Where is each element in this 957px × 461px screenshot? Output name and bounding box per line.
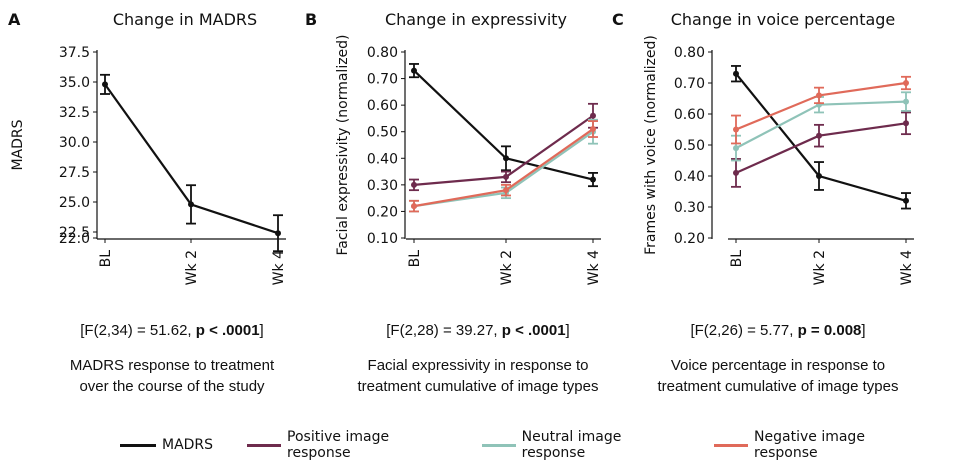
x-tick-label: Wk 4 <box>271 250 287 285</box>
y-tick-label: 0.60 <box>674 107 705 123</box>
data-point-positive-image-response <box>503 173 509 180</box>
data-point-madrs <box>590 176 596 183</box>
x-tick-label: BL <box>407 250 423 268</box>
y-tick-label: 0.50 <box>674 138 705 154</box>
data-point-positive-image-response <box>903 120 909 127</box>
panel-c-label: C <box>612 10 624 29</box>
panel-c-y-axis-label: Frames with voice (normalized) <box>643 35 659 255</box>
series-line-negative-image-response <box>413 128 594 208</box>
x-tick-label: Wk 2 <box>184 250 200 285</box>
data-point-madrs <box>102 81 108 88</box>
data-point-madrs <box>733 70 739 77</box>
legend-label: Neutral image response <box>521 429 622 461</box>
y-tick-label: 22.0 <box>59 231 90 247</box>
panel-a-title: Change in MADRS <box>113 10 257 29</box>
legend-item-madrs: MADRS <box>120 437 213 453</box>
panel-b-caption: Facial expressivity in response to treat… <box>357 357 599 395</box>
panel-b-stats: [F(2,28) = 39.27, p < .0001] <box>386 322 570 339</box>
y-tick-label: 22.5 <box>59 225 90 241</box>
data-point-negative-image-response <box>503 187 509 194</box>
x-tick-label: Wk 2 <box>499 250 515 285</box>
data-point-positive-image-response <box>411 181 417 188</box>
panel-c-title: Change in voice percentage <box>671 10 896 29</box>
data-point-negative-image-response <box>411 203 417 210</box>
panel-a-y-axis-label: MADRS <box>10 119 26 170</box>
data-point-positive-image-response <box>590 112 596 119</box>
panel-a-label: A <box>8 10 21 29</box>
panel-b-title: Change in expressivity <box>385 10 567 29</box>
legend-label: Positive image response <box>287 429 390 461</box>
data-point-negative-image-response <box>816 92 822 99</box>
y-tick-label: 35.0 <box>59 75 90 91</box>
y-tick-label: 0.30 <box>367 178 398 194</box>
data-point-madrs <box>816 173 822 179</box>
y-tick-label: 0.80 <box>367 45 398 61</box>
panel-a-caption: MADRS response to treatment over the cou… <box>69 357 275 395</box>
legend-item-negative: Negative image response <box>714 429 923 461</box>
legend-swatch-negative <box>714 443 749 447</box>
y-tick-label: 0.70 <box>674 76 705 92</box>
x-tick-label: Wk 4 <box>586 250 602 285</box>
y-tick-label: 0.60 <box>367 98 398 114</box>
legend-label: Negative image response <box>754 429 865 461</box>
panel-b-y-axis-label: Facial expressivity (normalized) <box>335 34 351 255</box>
x-tick-label: BL <box>98 250 114 268</box>
x-tick-label: Wk 4 <box>899 250 915 285</box>
panel-c-caption: Voice percentage in response to treatmen… <box>657 357 899 395</box>
data-point-madrs <box>503 155 509 162</box>
panel-c-stats: [F(2,26) = 5.77, p = 0.008] <box>690 322 866 339</box>
legend-label: MADRS <box>162 437 214 453</box>
legend-swatch-neutral <box>481 443 516 447</box>
y-tick-label: 0.70 <box>367 72 398 88</box>
y-tick-label: 0.50 <box>367 125 398 141</box>
data-point-madrs <box>188 201 194 208</box>
data-point-madrs <box>411 67 417 74</box>
legend-swatch-madrs <box>120 443 156 447</box>
data-point-neutral-image-response <box>733 145 739 152</box>
y-tick-label: 30.0 <box>59 135 90 151</box>
x-tick-label: Wk 2 <box>812 250 828 285</box>
y-tick-label: 0.10 <box>367 231 398 247</box>
legend-swatch-positive <box>247 443 282 447</box>
x-tick-label: BL <box>729 250 745 268</box>
data-point-positive-image-response <box>816 132 822 139</box>
y-tick-label: 0.80 <box>674 45 705 61</box>
series-line-madrs <box>413 69 594 181</box>
legend: MADRS Positive image response Neutral im… <box>120 429 957 461</box>
data-point-madrs <box>903 197 909 204</box>
data-point-positive-image-response <box>733 169 739 176</box>
y-tick-label: 0.30 <box>674 200 705 216</box>
y-tick-label: 32.5 <box>59 105 90 121</box>
series-line-positive-image-response <box>735 122 907 174</box>
y-tick-label: 0.20 <box>367 204 398 220</box>
panel-a-stats: [F(2,34) = 51.62, p < .0001] <box>80 322 264 339</box>
y-tick-label: 25.0 <box>59 195 90 211</box>
legend-item-neutral: Neutral image response <box>481 429 680 461</box>
y-tick-label: 0.40 <box>367 151 398 167</box>
data-point-neutral-image-response <box>903 98 909 105</box>
data-point-negative-image-response <box>903 80 909 86</box>
y-tick-label: 0.40 <box>674 169 705 185</box>
legend-item-positive: Positive image response <box>247 429 448 461</box>
panel-b-label: B <box>305 10 317 29</box>
data-point-negative-image-response <box>733 126 739 133</box>
y-tick-label: 37.5 <box>59 45 90 61</box>
data-point-negative-image-response <box>590 126 596 133</box>
y-tick-label: 0.20 <box>674 231 705 247</box>
y-tick-label: 27.5 <box>59 165 90 181</box>
data-point-madrs <box>275 230 281 237</box>
